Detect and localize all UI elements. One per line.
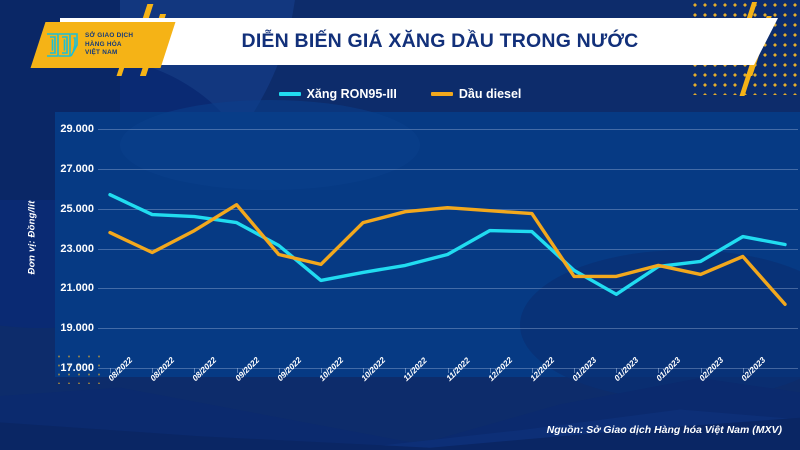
x-axis-tick-mark bbox=[194, 368, 196, 373]
chart-legend: Xăng RON95-III Dầu diesel bbox=[0, 84, 800, 104]
y-axis-tick-label: 21.000 bbox=[60, 282, 94, 295]
gridline bbox=[98, 368, 798, 369]
mxv-maze-logo-icon bbox=[47, 33, 78, 57]
gridline bbox=[98, 288, 798, 290]
y-axis-tick-label: 29.000 bbox=[60, 123, 94, 135]
y-axis-tick-label: 27.000 bbox=[60, 162, 94, 175]
header-banner bbox=[60, 18, 778, 65]
gridline bbox=[98, 248, 798, 250]
legend-item-diesel[interactable]: Dầu diesel bbox=[430, 87, 522, 101]
y-axis-title: Đơn vị: Đồng/lít bbox=[26, 200, 38, 275]
x-axis-tick-mark bbox=[320, 368, 322, 373]
legend-label-ron95: Xăng RON95-III bbox=[306, 87, 397, 101]
y-axis-tick-label: 25.000 bbox=[60, 202, 94, 215]
y-axis-tick-label: 17.000 bbox=[60, 362, 94, 374]
plot-glow-top bbox=[120, 100, 420, 190]
y-axis-tick-label: 23.000 bbox=[60, 242, 94, 255]
dot-grid-pattern-small-icon bbox=[54, 352, 104, 384]
gridline bbox=[98, 168, 798, 170]
x-axis-tick-mark bbox=[616, 368, 618, 373]
series-line-diesel bbox=[108, 202, 787, 306]
x-axis-tick-mark bbox=[405, 368, 407, 373]
gridline bbox=[98, 208, 798, 210]
y-axis-tick-label: 19.000 bbox=[60, 322, 94, 335]
brand-logo-line-2: HÀNG HÓA bbox=[85, 40, 122, 48]
legend-swatch-ron95 bbox=[278, 92, 301, 96]
legend-label-diesel: Dầu diesel bbox=[458, 87, 522, 101]
x-axis-tick-mark bbox=[363, 368, 365, 373]
brand-logo-line-1: SỞ GIAO DỊCH bbox=[85, 31, 134, 39]
x-axis-tick-mark bbox=[658, 368, 660, 373]
legend-swatch-diesel bbox=[430, 92, 453, 96]
x-axis-tick-mark bbox=[574, 368, 576, 373]
x-axis-tick-mark bbox=[489, 368, 491, 373]
x-axis-tick-mark bbox=[236, 368, 238, 373]
x-axis-tick-mark bbox=[110, 368, 111, 373]
x-axis-tick-mark bbox=[278, 368, 280, 373]
page-title: DIỄN BIẾN GIÁ XĂNG DẦU TRONG NƯỚC bbox=[241, 30, 639, 52]
x-axis-tick-mark bbox=[447, 368, 449, 373]
brand-logo-line-3: VIỆT NAM bbox=[85, 49, 118, 57]
legend-item-ron95[interactable]: Xăng RON95-III bbox=[278, 87, 397, 101]
gridline bbox=[98, 328, 798, 330]
x-axis-tick-mark bbox=[152, 368, 154, 373]
brand-logo: SỞ GIAO DỊCH HÀNG HÓA VIỆT NAM bbox=[44, 24, 170, 66]
brand-logo-text: SỞ GIAO DỊCH HÀNG HÓA VIỆT NAM bbox=[85, 32, 133, 58]
x-axis-tick-mark bbox=[531, 368, 533, 373]
x-axis-tick-mark bbox=[742, 368, 744, 373]
gridline bbox=[98, 129, 798, 130]
source-note: Nguồn: Sở Giao dịch Hàng hóa Việt Nam (M… bbox=[546, 424, 782, 436]
x-axis-tick-mark bbox=[700, 368, 702, 373]
